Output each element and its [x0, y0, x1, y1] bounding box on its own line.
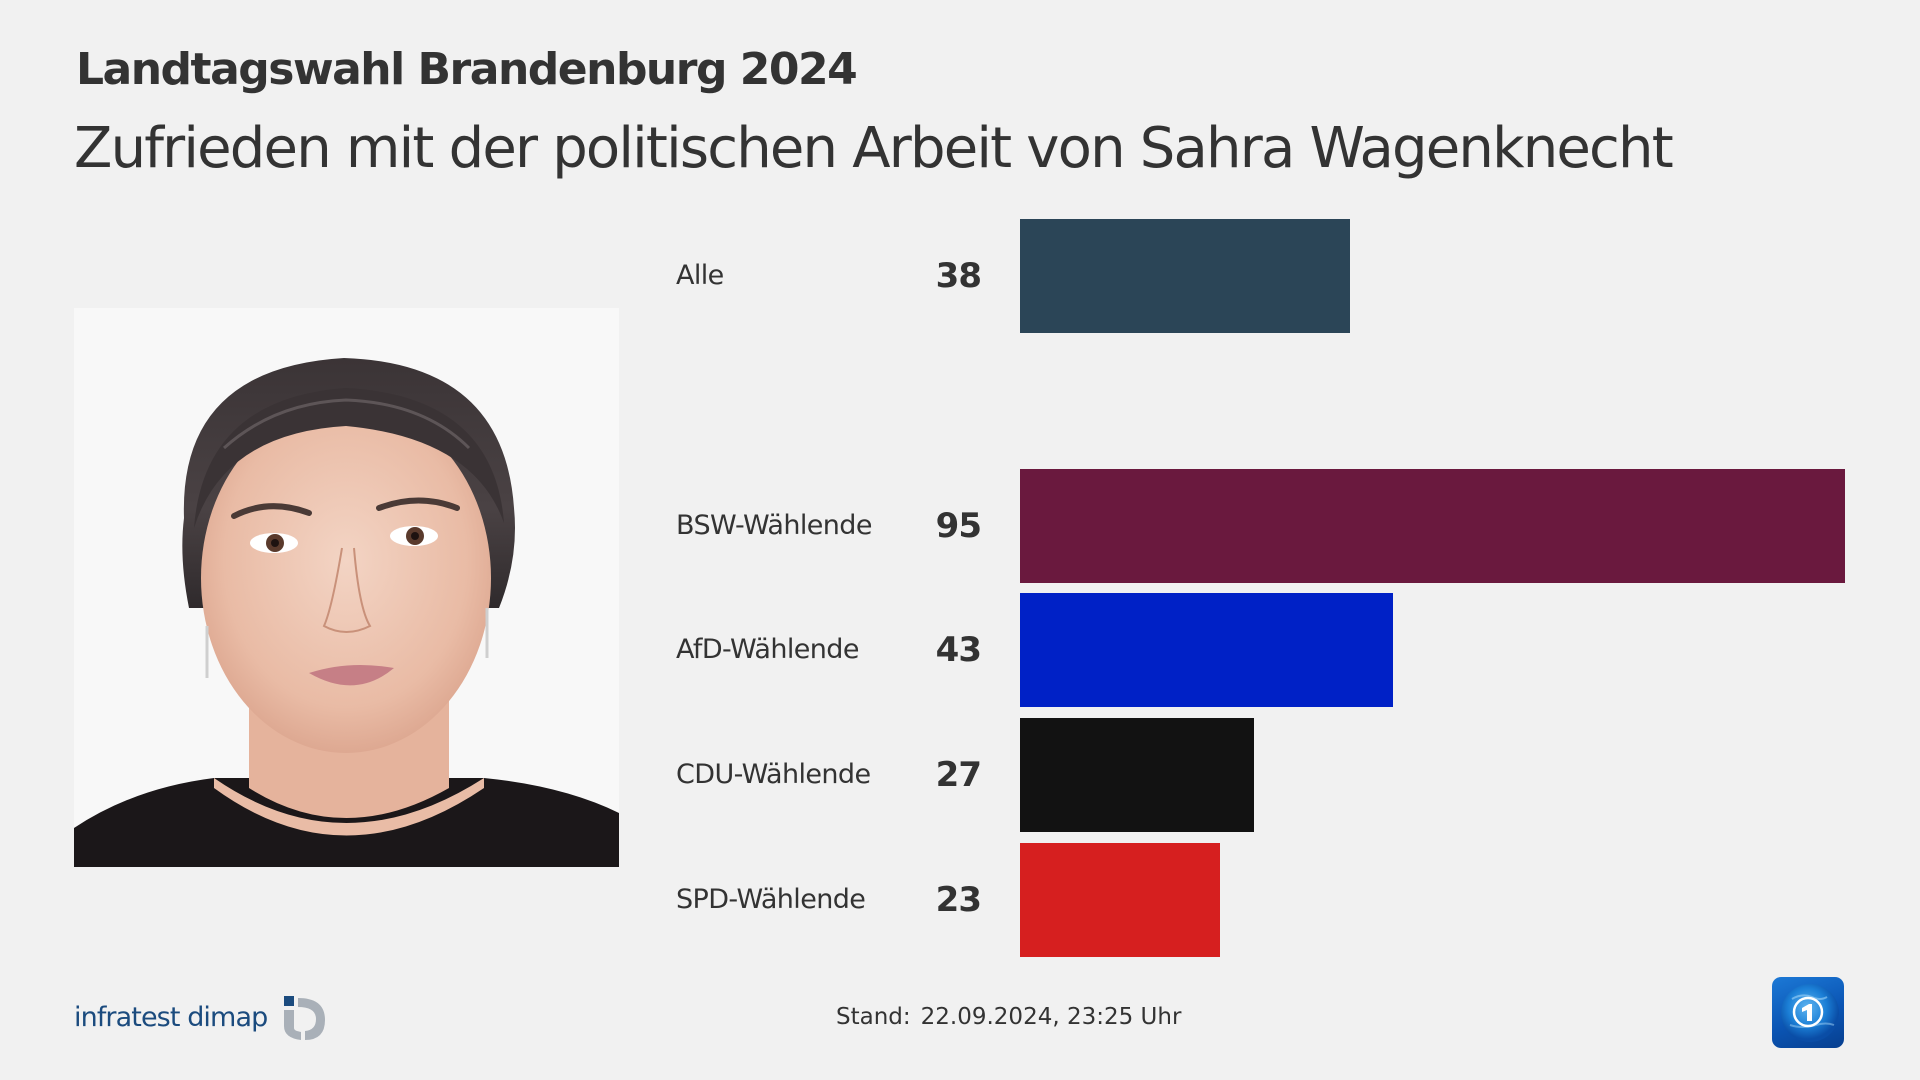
chart-subtitle: Zufrieden mit der politischen Arbeit von…	[74, 116, 1674, 181]
bar-label: SPD-Wählende	[676, 884, 866, 915]
bar-value: 23	[935, 880, 982, 920]
bar-row-bsw: BSW-Wählende 95	[676, 469, 1856, 583]
bar-row-spd: SPD-Wählende 23	[676, 843, 1856, 957]
bar-alle	[1020, 219, 1350, 333]
infratest-dimap-mark-icon	[281, 996, 326, 1040]
bar-row-cdu: CDU-Wählende 27	[676, 718, 1856, 832]
bar-bsw	[1020, 469, 1845, 583]
bar-row-alle: Alle 38	[676, 219, 1856, 333]
bar-value: 38	[935, 256, 982, 296]
infratest-dimap-logo: infratest dimap	[74, 996, 326, 1040]
bar-label: BSW-Wählende	[676, 510, 872, 541]
bar-label: CDU-Wählende	[676, 759, 871, 790]
bar-row-afd: AfD-Wählende 43	[676, 593, 1856, 707]
bar-spd	[1020, 843, 1220, 957]
tagesschau-logo-icon	[1772, 977, 1844, 1048]
timestamp-label: Stand:	[836, 1004, 911, 1030]
timestamp: Stand: 22.09.2024, 23:25 Uhr	[836, 1000, 1181, 1034]
bar-label: AfD-Wählende	[676, 634, 859, 665]
timestamp-value: 22.09.2024, 23:25 Uhr	[920, 1004, 1182, 1030]
portrait-photo	[74, 308, 619, 867]
bar-value: 27	[935, 755, 982, 795]
bar-label: Alle	[676, 260, 724, 291]
bar-afd	[1020, 593, 1393, 707]
bar-value: 43	[935, 630, 982, 670]
portrait-illustration	[74, 308, 619, 867]
chart-title: Landtagswahl Brandenburg 2024	[76, 44, 858, 95]
brand-name: infratest dimap	[74, 1002, 268, 1033]
bar-value: 95	[935, 506, 982, 546]
bar-cdu	[1020, 718, 1254, 832]
